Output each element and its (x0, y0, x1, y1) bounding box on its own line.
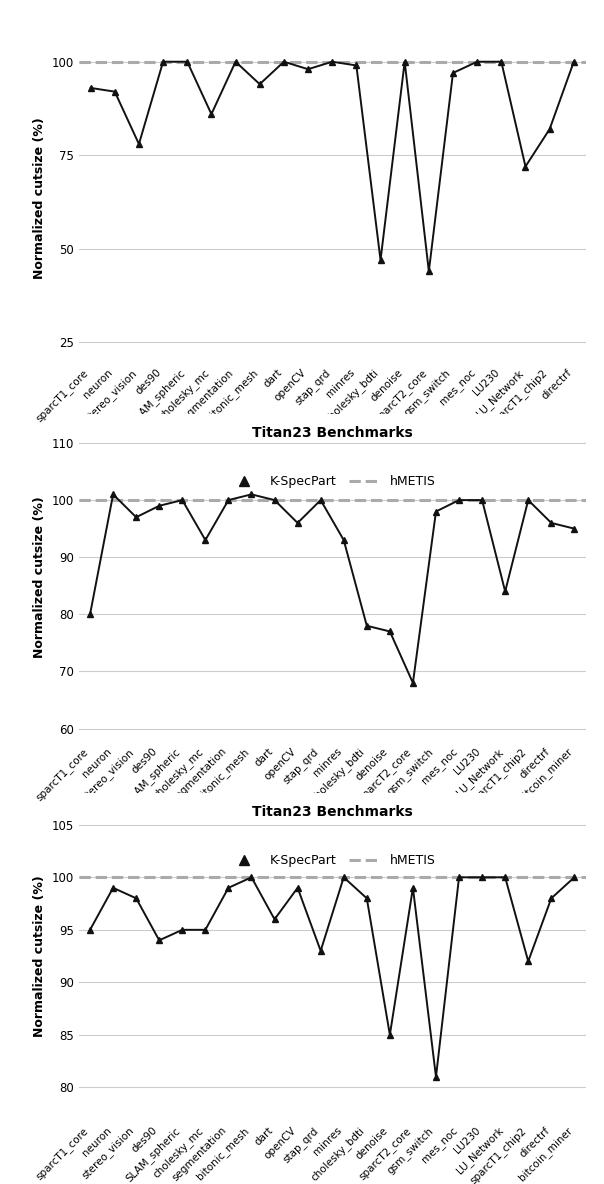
Text: Titan23 Benchmarks: Titan23 Benchmarks (252, 805, 413, 819)
Legend: K-SpecPart, hMETIS: K-SpecPart, hMETIS (223, 849, 441, 873)
Y-axis label: Normalized cutsize (%): Normalized cutsize (%) (33, 496, 46, 658)
Y-axis label: Normalized cutsize (%): Normalized cutsize (%) (33, 117, 46, 279)
Y-axis label: Normalized cutsize (%): Normalized cutsize (%) (33, 875, 46, 1037)
Text: Titan23 Benchmarks: Titan23 Benchmarks (252, 426, 413, 440)
Legend: K-SpecPart, hMETIS: K-SpecPart, hMETIS (223, 470, 441, 494)
